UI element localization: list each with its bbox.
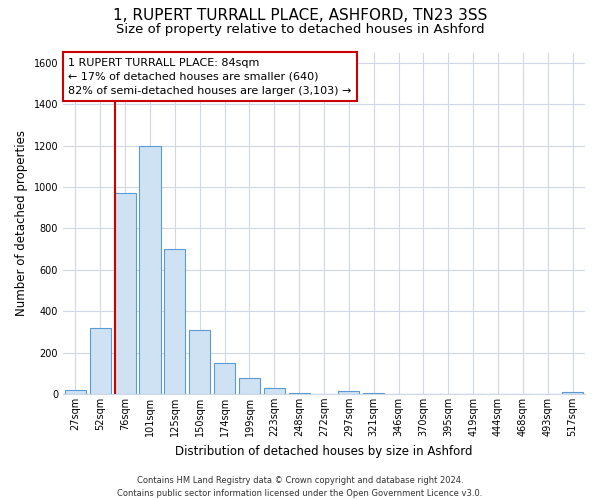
- Bar: [115, 193, 136, 394]
- Bar: [363, 393, 384, 394]
- Bar: [289, 393, 310, 394]
- Bar: [90, 328, 111, 394]
- Bar: [65, 390, 86, 394]
- Bar: [239, 378, 260, 394]
- Bar: [189, 330, 211, 394]
- Bar: [139, 146, 161, 394]
- Text: Size of property relative to detached houses in Ashford: Size of property relative to detached ho…: [116, 22, 484, 36]
- Text: 1 RUPERT TURRALL PLACE: 84sqm
← 17% of detached houses are smaller (640)
82% of : 1 RUPERT TURRALL PLACE: 84sqm ← 17% of d…: [68, 58, 352, 96]
- Bar: [214, 363, 235, 394]
- Bar: [164, 249, 185, 394]
- Y-axis label: Number of detached properties: Number of detached properties: [15, 130, 28, 316]
- Text: Contains HM Land Registry data © Crown copyright and database right 2024.
Contai: Contains HM Land Registry data © Crown c…: [118, 476, 482, 498]
- Bar: [562, 392, 583, 394]
- Bar: [338, 391, 359, 394]
- X-axis label: Distribution of detached houses by size in Ashford: Distribution of detached houses by size …: [175, 444, 473, 458]
- Text: 1, RUPERT TURRALL PLACE, ASHFORD, TN23 3SS: 1, RUPERT TURRALL PLACE, ASHFORD, TN23 3…: [113, 8, 487, 22]
- Bar: [264, 388, 285, 394]
